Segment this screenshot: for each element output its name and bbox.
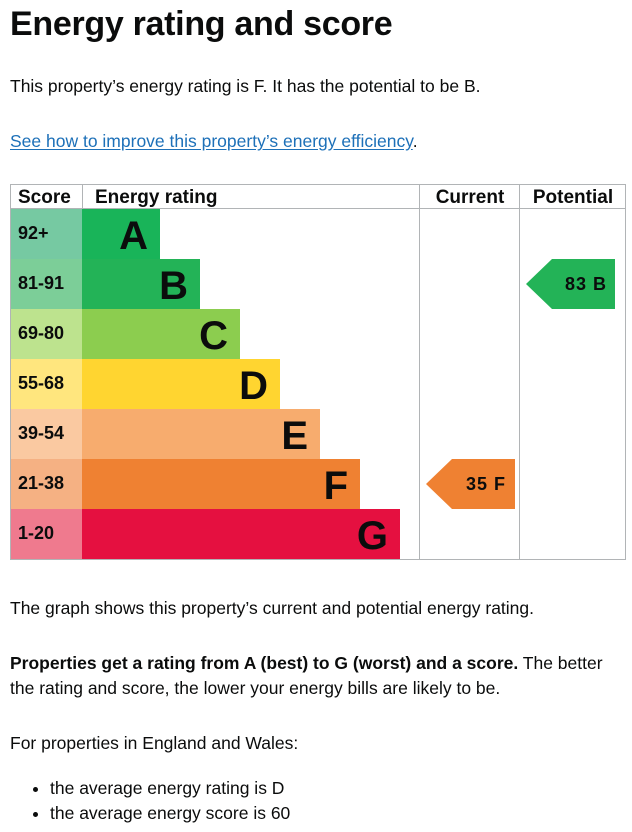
averages-list: the average energy rating is D the avera… [10, 776, 290, 826]
rating-bar-a [82, 209, 160, 259]
rating-letter-d: D [239, 364, 268, 408]
score-cell-d [10, 359, 82, 409]
rating-letter-a: A [119, 214, 148, 258]
rating-bar-b [82, 259, 200, 309]
score-cell-b [10, 259, 82, 309]
rating-bar-c [82, 309, 240, 359]
improve-paragraph: See how to improve this property’s energ… [10, 129, 418, 154]
rating-bar-f [82, 459, 360, 509]
rating-letter-e: E [281, 414, 308, 458]
improve-link-suffix: . [412, 131, 418, 151]
rating-letter-g: G [357, 514, 388, 558]
average-score-item: the average energy score is 60 [50, 801, 290, 826]
score-cell-a [10, 209, 82, 259]
improve-efficiency-link[interactable]: See how to improve this property’s energ… [10, 131, 413, 151]
england-wales-text: For properties in England and Wales: [10, 733, 299, 753]
header-current: Current [436, 187, 505, 208]
ratings-explanation-text: The better the rating and score, the low… [10, 653, 603, 698]
graph-note: The graph shows this property’s current … [10, 598, 535, 618]
score-label-d: 55-68 [18, 373, 64, 393]
score-label-a: 92+ [18, 223, 49, 243]
current-arrow [426, 459, 515, 509]
rating-letter-f: F [324, 464, 348, 508]
page-title: Energy rating and score [10, 5, 393, 43]
intro-text: This property’s energy rating is F. It h… [10, 76, 481, 96]
score-cell-g [10, 509, 82, 559]
header-potential: Potential [533, 187, 613, 208]
ratings-explanation-bold: Properties get a rating from A (best) to… [10, 653, 519, 673]
average-rating-item: the average energy rating is D [50, 776, 290, 801]
rating-bar-g [82, 509, 400, 559]
potential-arrow [526, 259, 615, 309]
energy-rating-svg: Score Energy rating Current Potential 92+ A 81… [10, 184, 626, 560]
score-label-g: 1-20 [18, 523, 54, 543]
chart-border [10, 184, 626, 560]
energy-rating-chart: Score Energy rating Current Potential 92+ A 81… [10, 184, 626, 560]
score-label-c: 69-80 [18, 323, 64, 343]
rating-letter-b: B [159, 264, 188, 308]
current-arrow-label: 35 F [466, 474, 506, 494]
score-cell-f [10, 459, 82, 509]
rating-bar-e [82, 409, 320, 459]
score-label-f: 21-38 [18, 473, 64, 493]
rating-bar-d [82, 359, 280, 409]
header-energy-rating: Energy rating [95, 187, 217, 208]
ratings-explanation: Properties get a rating from A (best) to… [10, 651, 622, 701]
score-cell-c [10, 309, 82, 359]
score-cell-e [10, 409, 82, 459]
score-label-b: 81-91 [18, 273, 64, 293]
potential-arrow-label: 83 B [565, 274, 607, 294]
header-score: Score [18, 187, 71, 208]
score-label-e: 39-54 [18, 423, 64, 443]
rating-letter-c: C [199, 314, 228, 358]
